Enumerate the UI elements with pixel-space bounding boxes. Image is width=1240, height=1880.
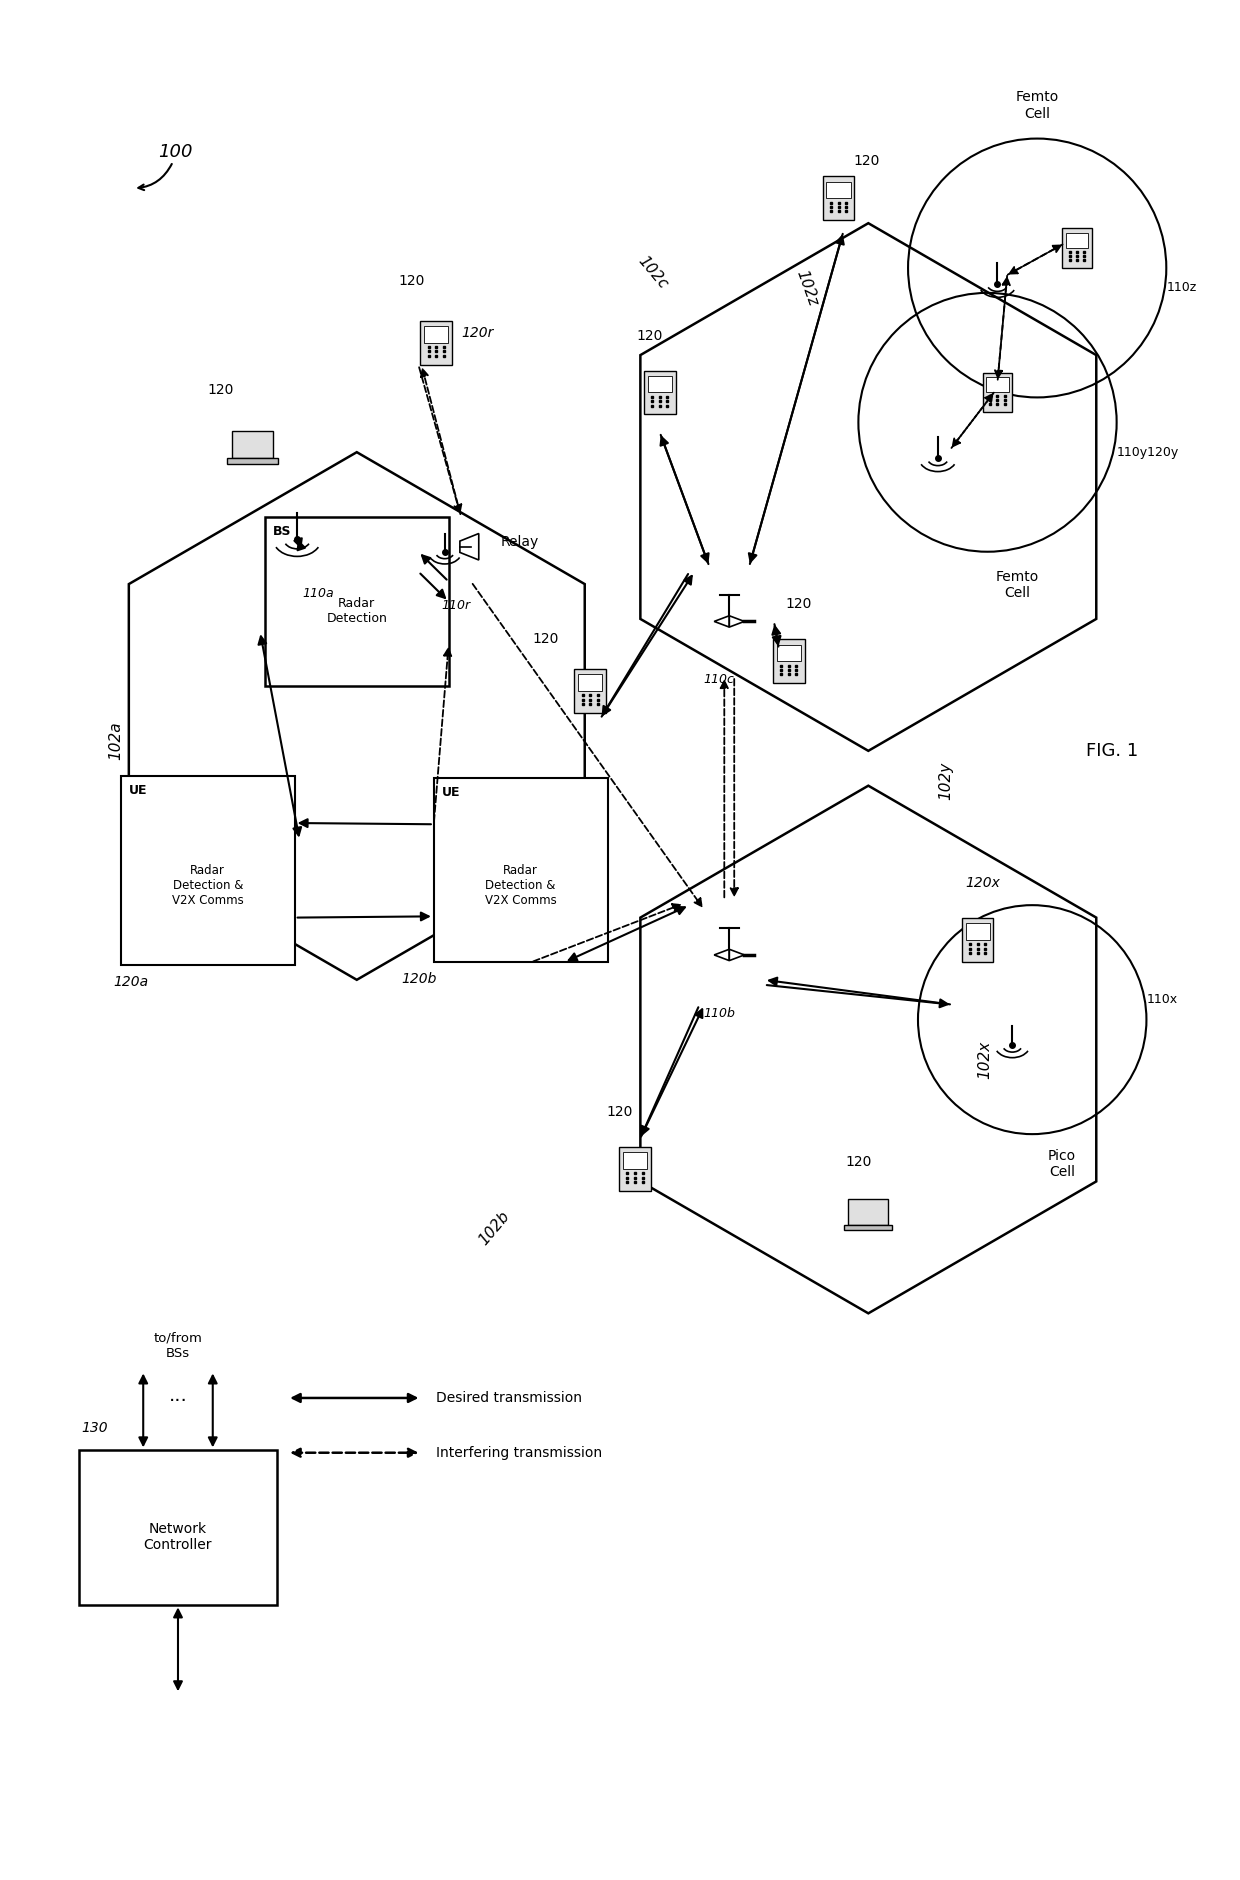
Text: 120: 120 — [398, 274, 424, 288]
Bar — [434, 778, 608, 963]
Text: 100: 100 — [159, 143, 192, 160]
Text: 120: 120 — [846, 1154, 872, 1169]
Bar — [1061, 227, 1091, 269]
Bar — [982, 372, 1012, 412]
Text: Desired transmission: Desired transmission — [436, 1391, 583, 1404]
Bar — [776, 645, 801, 662]
Text: BS: BS — [273, 525, 291, 538]
Bar — [773, 639, 805, 682]
Text: 120r: 120r — [461, 325, 494, 340]
Text: 120: 120 — [853, 154, 880, 169]
Text: 120b: 120b — [402, 972, 436, 987]
Bar — [647, 376, 672, 393]
Text: Femto
Cell: Femto Cell — [1016, 90, 1059, 120]
Text: 102b: 102b — [476, 1209, 512, 1248]
Bar — [622, 1152, 647, 1169]
Text: 110a: 110a — [303, 587, 334, 600]
Text: 120x: 120x — [965, 876, 999, 891]
Text: 120: 120 — [636, 329, 663, 342]
Bar — [848, 1199, 888, 1224]
Text: Pico
Cell: Pico Cell — [1048, 1149, 1076, 1179]
Text: to/from
BSs: to/from BSs — [154, 1331, 202, 1359]
Text: 102c: 102c — [635, 254, 671, 291]
Bar — [574, 669, 606, 713]
Bar — [644, 370, 676, 414]
Text: 130: 130 — [82, 1421, 108, 1434]
Text: 110c: 110c — [704, 673, 735, 686]
Text: Radar
Detection &
V2X Comms: Radar Detection & V2X Comms — [172, 863, 244, 906]
Bar — [822, 177, 854, 220]
Text: 110b: 110b — [703, 1006, 735, 1019]
Bar — [232, 431, 273, 459]
Text: Interfering transmission: Interfering transmission — [436, 1446, 603, 1459]
Text: Radar
Detection: Radar Detection — [326, 598, 387, 626]
Bar — [844, 1224, 892, 1230]
Text: 110z: 110z — [1167, 282, 1197, 295]
Text: 110x: 110x — [1147, 993, 1178, 1006]
Bar — [420, 321, 453, 365]
Text: 110r: 110r — [441, 598, 470, 611]
Bar — [78, 1449, 278, 1604]
Bar — [986, 378, 1009, 393]
Bar — [619, 1147, 651, 1190]
Text: Network
Controller: Network Controller — [144, 1523, 212, 1553]
Bar — [227, 459, 278, 464]
Text: UE: UE — [129, 784, 148, 797]
Bar — [424, 325, 449, 342]
Bar — [966, 923, 990, 940]
Bar — [1065, 233, 1089, 248]
Bar — [962, 917, 993, 963]
Text: Relay: Relay — [501, 534, 539, 549]
Bar — [578, 675, 603, 692]
Text: 102a: 102a — [108, 722, 124, 760]
Text: 120: 120 — [786, 598, 812, 611]
Text: 102z: 102z — [794, 267, 821, 308]
Text: 110y120y: 110y120y — [1117, 446, 1179, 459]
Text: 120: 120 — [606, 1105, 634, 1119]
Text: 120: 120 — [532, 632, 559, 647]
Text: 120a: 120a — [113, 976, 149, 989]
Text: Radar
Detection &
V2X Comms: Radar Detection & V2X Comms — [485, 863, 557, 906]
Text: UE: UE — [441, 786, 460, 799]
Bar — [265, 517, 449, 686]
Text: 120: 120 — [208, 384, 234, 397]
Text: 102y: 102y — [937, 761, 952, 799]
Bar — [120, 776, 295, 964]
Bar — [826, 182, 851, 197]
Text: 102x: 102x — [977, 1040, 992, 1079]
Text: ...: ... — [169, 1386, 187, 1404]
Text: FIG. 1: FIG. 1 — [1085, 743, 1138, 760]
Text: Femto
Cell: Femto Cell — [996, 570, 1039, 600]
